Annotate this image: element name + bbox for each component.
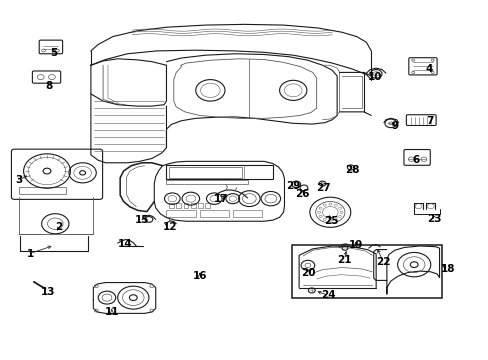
Text: 1: 1 (26, 248, 34, 258)
Bar (183, 203, 188, 208)
Bar (19, 187, 65, 194)
Bar (292, 244, 442, 298)
Text: 26: 26 (294, 189, 308, 199)
Text: 27: 27 (316, 183, 330, 193)
Text: 22: 22 (375, 257, 390, 267)
Bar (168, 203, 173, 208)
Bar (199, 210, 228, 217)
Text: 15: 15 (135, 215, 149, 225)
Text: 12: 12 (163, 222, 177, 231)
Text: 29: 29 (285, 181, 300, 192)
Text: 28: 28 (345, 165, 359, 175)
Text: 3: 3 (16, 175, 23, 185)
Text: 7: 7 (425, 116, 432, 126)
Text: 13: 13 (41, 287, 56, 297)
Text: 8: 8 (46, 81, 53, 91)
Text: 14: 14 (118, 239, 132, 249)
Text: 10: 10 (367, 72, 382, 82)
Text: 9: 9 (390, 121, 397, 131)
Text: 21: 21 (337, 255, 351, 265)
Text: 19: 19 (348, 240, 362, 250)
Bar (176, 203, 181, 208)
Text: 4: 4 (424, 64, 431, 74)
Bar (205, 203, 210, 208)
Bar (198, 203, 203, 208)
Text: 18: 18 (440, 264, 455, 274)
Text: 24: 24 (321, 291, 335, 301)
Text: 6: 6 (412, 155, 419, 165)
Bar (166, 165, 272, 179)
Text: 20: 20 (301, 267, 315, 278)
Text: 5: 5 (50, 48, 57, 58)
Bar (166, 180, 248, 184)
Bar (190, 203, 195, 208)
Bar (169, 167, 241, 178)
Text: 16: 16 (192, 271, 206, 281)
Text: 17: 17 (213, 194, 228, 204)
Text: 11: 11 (104, 307, 119, 317)
Text: 2: 2 (56, 222, 62, 232)
Bar (232, 210, 262, 217)
Text: 23: 23 (427, 214, 441, 224)
Bar (166, 210, 195, 217)
Text: 25: 25 (324, 216, 338, 226)
